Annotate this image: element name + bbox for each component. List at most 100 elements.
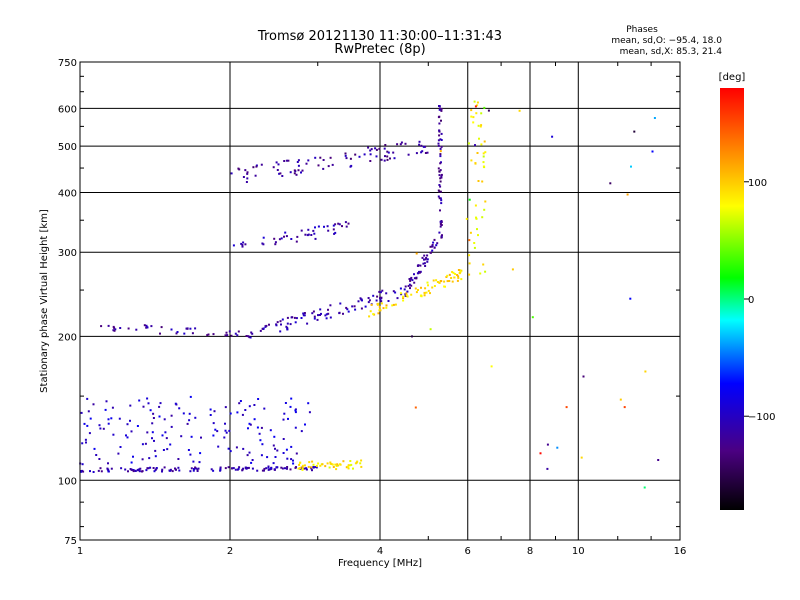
- gridlines: [80, 62, 680, 540]
- data-point: [261, 327, 264, 330]
- data-point: [212, 434, 215, 437]
- x-tick-label: 6: [465, 546, 471, 557]
- data-point: [235, 446, 238, 449]
- data-point: [433, 285, 436, 287]
- colorbar-tick-label: −100: [748, 412, 775, 423]
- data-point: [161, 470, 163, 473]
- data-point: [246, 177, 249, 180]
- data-point: [251, 467, 254, 470]
- data-point: [424, 145, 427, 148]
- data-point: [429, 292, 431, 295]
- colorbar-ticks: 100 0 −100: [744, 178, 775, 423]
- data-point: [460, 269, 463, 272]
- data-point: [438, 134, 441, 137]
- data-point: [297, 164, 300, 167]
- data-point: [241, 468, 244, 471]
- data-point: [112, 329, 115, 332]
- y-axis: 75 100 200 300 400 500 600 750: [58, 58, 680, 547]
- data-point: [276, 169, 279, 171]
- data-point: [312, 310, 315, 313]
- data-point: [130, 461, 133, 464]
- data-point: [439, 153, 442, 156]
- data-point: [279, 320, 282, 323]
- data-point: [189, 327, 192, 330]
- data-point: [323, 225, 325, 228]
- data-point: [420, 144, 423, 147]
- data-point: [194, 466, 197, 469]
- data-point: [392, 290, 395, 293]
- data-point: [286, 467, 288, 470]
- data-point: [407, 153, 410, 156]
- data-point: [307, 465, 310, 468]
- data-point: [342, 312, 344, 315]
- data-point: [176, 331, 179, 333]
- data-point: [246, 467, 249, 469]
- data-point: [118, 417, 121, 420]
- data-point: [438, 281, 441, 284]
- data-point: [468, 254, 471, 257]
- data-point: [301, 464, 304, 467]
- data-point: [429, 328, 432, 331]
- data-point: [238, 466, 241, 469]
- data-point: [511, 268, 514, 271]
- data-point: [300, 430, 303, 433]
- data-point: [352, 467, 354, 470]
- data-point: [437, 139, 440, 142]
- data-point: [413, 281, 416, 284]
- data-point: [230, 172, 233, 175]
- data-point: [274, 447, 276, 450]
- data-point: [475, 112, 478, 115]
- data-point: [107, 418, 110, 421]
- data-point: [126, 423, 129, 426]
- data-point: [410, 284, 413, 287]
- data-point: [423, 294, 426, 297]
- data-point: [312, 229, 315, 232]
- data-point: [411, 335, 413, 338]
- x-tick-label: 8: [527, 546, 533, 557]
- data-point: [129, 419, 131, 422]
- data-point: [198, 461, 201, 464]
- data-point: [473, 246, 476, 249]
- data-point: [92, 471, 95, 473]
- chart-title: Tromsø 20121130 11:30:00–11:31:43: [257, 29, 502, 44]
- data-point: [406, 290, 409, 293]
- data-point: [260, 454, 263, 457]
- data-point: [292, 459, 294, 462]
- chart-subtitle: RwPretec (8p): [334, 42, 425, 57]
- data-point: [87, 410, 90, 413]
- data-point: [92, 403, 95, 406]
- data-point: [337, 464, 340, 467]
- data-point: [451, 280, 454, 283]
- data-point: [275, 324, 278, 327]
- data-point: [154, 449, 157, 452]
- data-point: [376, 295, 379, 298]
- data-point: [438, 197, 441, 200]
- data-point: [119, 446, 122, 448]
- data-point: [276, 321, 279, 324]
- data-point: [385, 292, 388, 295]
- data-point: [439, 190, 442, 193]
- data-point: [317, 225, 320, 228]
- data-point: [217, 445, 220, 448]
- data-point: [415, 152, 418, 155]
- data-point: [301, 466, 304, 469]
- data-point: [291, 316, 294, 319]
- data-point: [473, 242, 476, 244]
- data-point: [448, 280, 451, 282]
- data-point: [439, 185, 442, 188]
- data-point: [169, 443, 172, 446]
- data-point: [97, 469, 100, 472]
- data-point: [368, 315, 371, 318]
- data-point: [289, 323, 292, 326]
- data-point: [147, 402, 150, 405]
- data-point: [104, 408, 107, 411]
- data-point: [396, 297, 399, 300]
- colorbar-tick-label: 100: [748, 178, 767, 189]
- data-point: [229, 412, 232, 415]
- data-point: [259, 439, 262, 442]
- data-point: [361, 299, 363, 302]
- data-point: [423, 262, 426, 265]
- data-point: [481, 180, 484, 183]
- data-point: [417, 289, 419, 291]
- data-point: [408, 283, 411, 286]
